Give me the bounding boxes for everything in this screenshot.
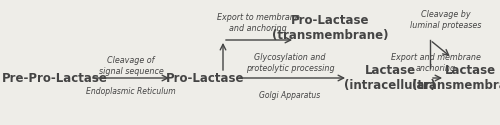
Text: Glycosylation and
proteolytic processing: Glycosylation and proteolytic processing: [246, 53, 334, 73]
Text: Golgi Apparatus: Golgi Apparatus: [260, 90, 320, 100]
Text: Pro-Lactase: Pro-Lactase: [166, 72, 244, 85]
Text: Export to membrane
and anchoring: Export to membrane and anchoring: [216, 13, 300, 33]
Text: Cleavage of
signal sequence: Cleavage of signal sequence: [98, 56, 164, 76]
Text: Pre-Pro-Lactase: Pre-Pro-Lactase: [2, 72, 108, 85]
Text: Export and membrane
anchoring: Export and membrane anchoring: [391, 53, 481, 73]
Text: Lactase
(transmembrane): Lactase (transmembrane): [412, 64, 500, 92]
Text: Endoplasmic Reticulum: Endoplasmic Reticulum: [86, 88, 176, 96]
Text: Lactase
(intracellular): Lactase (intracellular): [344, 64, 436, 92]
Text: Cleavage by
luminal proteases: Cleavage by luminal proteases: [410, 10, 482, 30]
Text: Pro-Lactase
(transmembrane): Pro-Lactase (transmembrane): [272, 14, 388, 42]
